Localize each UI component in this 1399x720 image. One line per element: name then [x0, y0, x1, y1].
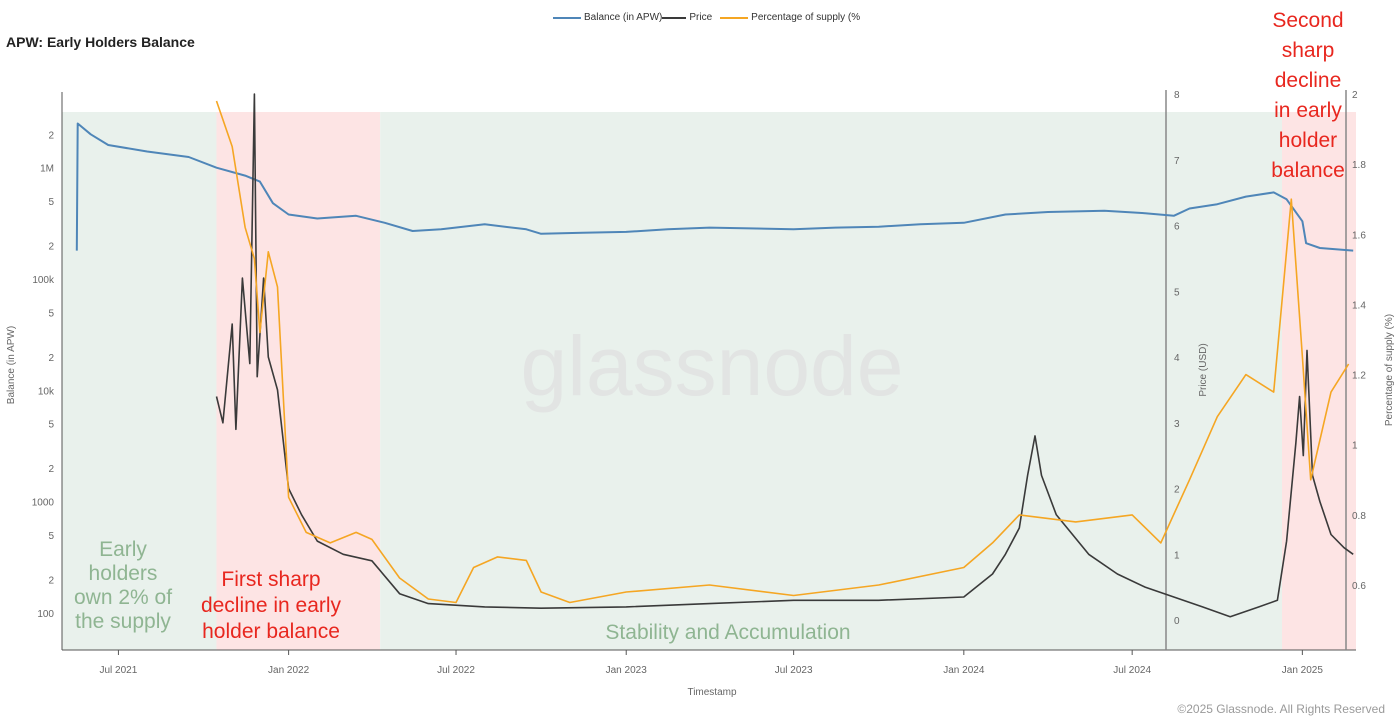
y-price-tick-3: 3 — [1174, 419, 1180, 430]
y-supply-tick-6: 1.8 — [1352, 160, 1366, 171]
annotation-3-line-1: sharp — [1282, 39, 1335, 62]
y-left-tick-13: 2 — [48, 130, 54, 141]
y-supply-tick-3: 1.2 — [1352, 371, 1366, 382]
annotation-1-line-1: decline in early — [201, 594, 342, 617]
chart-title: APW: Early Holders Balance — [6, 34, 195, 50]
legend: Balance (in APW) Price Percentage of sup… — [553, 12, 860, 23]
x-axis-label: Timestamp — [687, 687, 737, 698]
legend-item-price[interactable]: Price — [662, 12, 712, 23]
annotation-0-line-1: holders — [89, 562, 158, 585]
x-tick-2: Jul 2022 — [437, 665, 475, 676]
y-left-tick-11: 5 — [48, 197, 54, 208]
annotation-0-line-0: Early — [99, 538, 147, 561]
annotation-3-line-4: holder — [1279, 129, 1337, 152]
y-price-tick-0: 0 — [1174, 616, 1180, 627]
series-line-percentage-of-supply- — [215, 100, 1350, 604]
y-price-tick-1: 1 — [1174, 550, 1180, 561]
y-supply-axis-label: Percentage of supply (%) — [1384, 314, 1395, 426]
copyright-text: ©2025 Glassnode. All Rights Reserved — [1177, 702, 1385, 716]
y-price-tick-2: 2 — [1174, 485, 1180, 496]
annotation-3-line-2: decline — [1275, 69, 1342, 92]
y-left-tick-12: 1M — [40, 164, 54, 175]
y-left-axis-label: Balance (in APW) — [6, 326, 17, 404]
legend-item-supply[interactable]: Percentage of supply (% — [720, 12, 860, 23]
legend-item-balance[interactable]: Balance (in APW) — [553, 12, 662, 23]
annotation-0-line-2: own 2% of — [74, 586, 172, 609]
x-tick-4: Jul 2023 — [775, 665, 813, 676]
y-price-axis-label: Price (USD) — [1198, 343, 1209, 396]
watermark: glassnode — [521, 319, 904, 413]
y-price-tick-8: 8 — [1174, 90, 1180, 101]
legend-swatch-supply — [720, 16, 749, 19]
x-tick-3: Jan 2023 — [606, 665, 648, 676]
annotation-0-line-3: the supply — [75, 610, 171, 633]
shaded-region-green-2 — [380, 112, 1283, 650]
shaded-region-red-3 — [1282, 112, 1356, 650]
legend-swatch-balance — [553, 16, 581, 19]
y-supply-tick-7: 2 — [1352, 90, 1358, 101]
y-left-tick-0: 100 — [37, 609, 54, 620]
y-supply-tick-4: 1.4 — [1352, 300, 1366, 311]
annotation-1-line-0: First sharp — [221, 568, 320, 591]
y-left-tick-2: 5 — [48, 531, 54, 542]
x-tick-1: Jan 2022 — [268, 665, 310, 676]
annotation-2-line-0: Stability and Accumulation — [605, 621, 850, 644]
annotation-3-line-3: in early — [1274, 99, 1342, 122]
legend-swatch-price — [662, 16, 687, 19]
series-line-balance-in-apw- — [75, 122, 1354, 252]
y-price-tick-4: 4 — [1174, 353, 1180, 364]
shaded-region-green-0 — [62, 112, 217, 650]
y-supply-tick-5: 1.6 — [1352, 230, 1366, 241]
x-tick-6: Jul 2024 — [1113, 665, 1151, 676]
y-price-tick-5: 5 — [1174, 287, 1180, 298]
x-tick-7: Jan 2025 — [1282, 665, 1324, 676]
y-left-tick-8: 5 — [48, 308, 54, 319]
y-left-tick-9: 100k — [32, 275, 55, 286]
y-left-tick-7: 2 — [48, 353, 54, 364]
annotation-3-line-0: Second — [1272, 9, 1343, 32]
y-left-tick-6: 10k — [38, 386, 55, 397]
x-tick-5: Jan 2024 — [943, 665, 985, 676]
y-left-tick-4: 2 — [48, 464, 54, 475]
y-left-tick-3: 1000 — [32, 498, 55, 509]
y-price-tick-7: 7 — [1174, 156, 1180, 167]
annotation-3-line-5: balance — [1271, 159, 1345, 182]
y-price-tick-6: 6 — [1174, 222, 1180, 233]
legend-label-balance: Balance (in APW) — [584, 12, 663, 23]
x-tick-0: Jul 2021 — [100, 665, 138, 676]
y-left-tick-5: 5 — [48, 420, 54, 431]
y-left-tick-1: 2 — [48, 575, 54, 586]
y-left-tick-10: 2 — [48, 242, 54, 253]
shaded-region-red-1 — [216, 112, 381, 650]
y-supply-tick-1: 0.8 — [1352, 511, 1366, 522]
y-supply-tick-0: 0.6 — [1352, 581, 1366, 592]
y-supply-tick-2: 1 — [1352, 441, 1358, 452]
legend-label-supply: Percentage of supply (% — [751, 12, 861, 23]
annotation-1-line-2: holder balance — [202, 620, 340, 643]
legend-label-price: Price — [689, 12, 713, 23]
